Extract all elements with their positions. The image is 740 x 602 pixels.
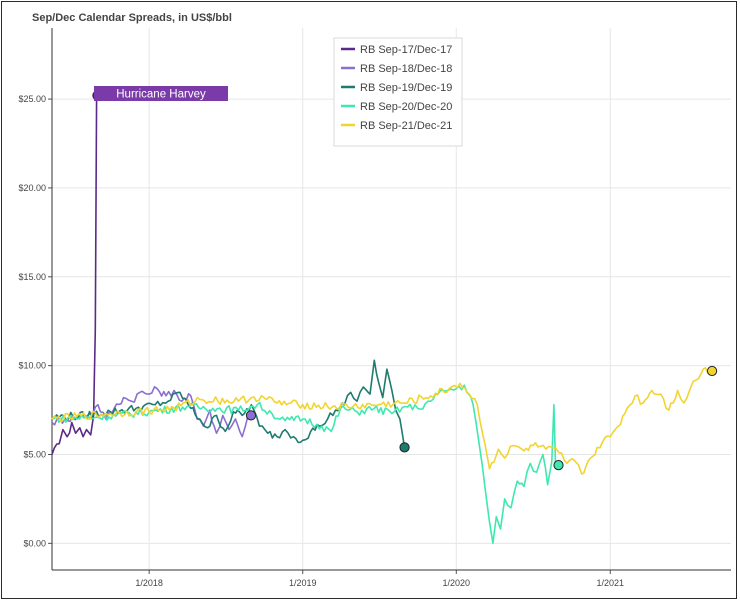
chart-title: Sep/Dec Calendar Spreads, in US$/bbl — [32, 12, 232, 24]
x-tick-label: 1/2018 — [135, 578, 163, 588]
legend-label-5: RB Sep-21/Dec-21 — [360, 120, 452, 132]
x-tick-label: 1/2021 — [596, 578, 624, 588]
y-tick-label: $5.00 — [23, 449, 46, 459]
y-tick-label: $20.00 — [18, 183, 46, 193]
x-tick-label: 1/2019 — [289, 578, 317, 588]
annotation-box — [94, 86, 228, 101]
y-tick-label: $25.00 — [18, 94, 46, 104]
legend-label-4: RB Sep-20/Dec-20 — [360, 101, 452, 113]
y-tick-label: $0.00 — [23, 538, 46, 548]
legend-label-3: RB Sep-19/Dec-19 — [360, 82, 452, 94]
x-tick-label: 1/2020 — [443, 578, 471, 588]
legend-box — [333, 37, 463, 147]
axes: $0.00 $5.00 $10.00 $15.00 $20.00 $25.00 1/2018… — [18, 28, 731, 588]
series-line-1 — [51, 94, 98, 455]
legend-label-2: RB Sep-18/Dec-18 — [360, 63, 452, 75]
end-marker-4 — [553, 460, 564, 471]
end-marker-2 — [245, 410, 257, 421]
annotations: Hurricane Harvey — [94, 86, 228, 101]
end-marker-5 — [706, 365, 718, 377]
series-line-5 — [51, 367, 713, 475]
end-markers — [92, 90, 718, 471]
series-lines — [51, 94, 713, 545]
legend-label-1: RB Sep-17/Dec-17 — [360, 44, 452, 56]
y-tick-label: $15.00 — [18, 272, 46, 282]
end-marker-3 — [399, 442, 410, 453]
annotation-label: Hurricane Harvey — [116, 89, 206, 101]
series-line-3 — [51, 359, 406, 448]
legend: RB Sep-17/Dec-17 RB Sep-18/Dec-18 RB Sep-1… — [333, 37, 463, 147]
y-tick-label: $10.00 — [18, 361, 46, 371]
